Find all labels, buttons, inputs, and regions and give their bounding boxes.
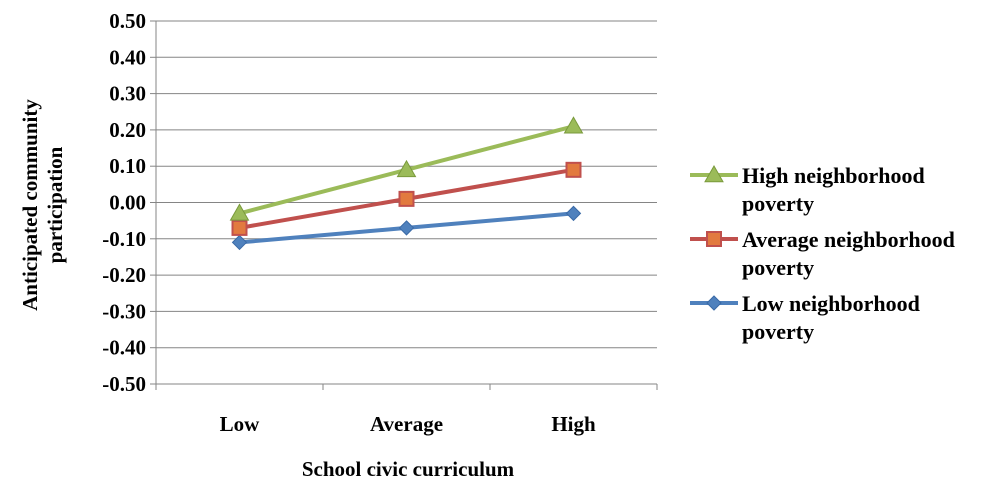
legend-label: poverty <box>742 191 814 216</box>
series-layer <box>229 116 584 251</box>
x-tick-label: Average <box>370 412 443 436</box>
y-tick-label: -0.20 <box>102 263 146 287</box>
y-tick-label: 0.00 <box>109 191 146 215</box>
x-tick-labels: Low Average High <box>220 412 596 436</box>
y-axis-title-line-1: Anticipated community <box>18 99 42 311</box>
legend-swatch-marker <box>704 164 724 183</box>
data-point <box>229 203 250 221</box>
data-point <box>398 190 415 207</box>
legend-swatch-marker <box>706 295 722 311</box>
legend-item-1: Average neighborhood poverty <box>690 227 955 280</box>
y-tick-label: -0.30 <box>102 299 146 323</box>
legend-swatch-marker <box>706 231 722 247</box>
data-point <box>231 234 248 251</box>
y-tick-label: 0.10 <box>109 154 146 178</box>
legend-label: poverty <box>742 319 814 344</box>
series-1 <box>231 161 582 236</box>
data-point <box>398 220 415 236</box>
x-tick-label: High <box>551 412 596 436</box>
legend-label: poverty <box>742 255 814 280</box>
series-2 <box>231 205 582 251</box>
y-axis-title-line-2: participation <box>43 146 67 263</box>
legend-item-0: High neighborhood poverty <box>690 163 925 216</box>
y-tick-label: -0.40 <box>102 336 146 360</box>
y-tick-label: -0.50 <box>102 372 146 396</box>
y-tick-labels: 0.50 0.40 0.30 0.20 0.10 0.00 -0.10 -0.20 -0.30 -… <box>102 9 146 396</box>
legend-item-2: Low neighborhood poverty <box>690 291 920 344</box>
legend-label: High neighborhood <box>742 163 925 188</box>
x-axis-title: School civic curriculum <box>302 457 515 481</box>
y-tick-label: 0.30 <box>109 82 146 106</box>
y-axis-title: Anticipated community participation <box>18 99 67 311</box>
data-point <box>565 161 582 178</box>
legend-label: Low neighborhood <box>742 291 920 316</box>
legend-label: Average neighborhood <box>742 227 955 252</box>
data-point <box>231 219 248 236</box>
x-tick-label: Low <box>220 412 261 436</box>
series-0 <box>229 116 584 221</box>
data-point <box>565 205 582 222</box>
data-point <box>396 159 417 178</box>
y-tick-label: 0.50 <box>109 9 146 33</box>
y-tick-label: -0.10 <box>102 227 146 251</box>
axes <box>150 20 658 390</box>
y-tick-label: 0.40 <box>109 45 146 69</box>
y-tick-label: 0.20 <box>109 118 146 142</box>
data-point <box>563 116 584 134</box>
